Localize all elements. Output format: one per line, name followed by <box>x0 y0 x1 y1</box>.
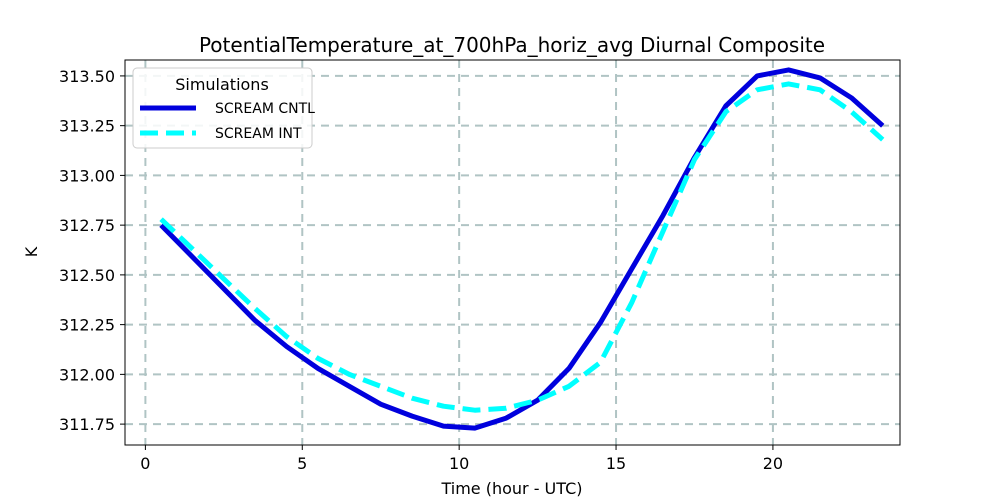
x-tick-label: 10 <box>449 454 469 473</box>
y-tick-label: 313.25 <box>59 117 115 136</box>
plot-frame <box>124 59 901 446</box>
legend: Simulations SCREAM CNTL SCREAM INT <box>132 67 315 149</box>
legend-box <box>132 67 313 149</box>
y-tick-label: 313.50 <box>59 67 115 86</box>
x-tick-label: 20 <box>763 454 783 473</box>
y-axis-label: K <box>22 246 41 257</box>
series-line-scream-int <box>159 81 885 413</box>
x-axis: 0 5 10 15 20 <box>140 445 783 473</box>
y-tick-label: 311.75 <box>59 415 115 434</box>
y-axis: 311.75 312.00 312.25 312.50 312.75 313.00 313.… <box>59 67 125 434</box>
legend-title: Simulations <box>175 75 269 94</box>
series-line-scream-cntl <box>159 67 885 431</box>
chart-title: PotentialTemperature_at_700hPa_horiz_avg… <box>199 33 825 57</box>
x-tick-label: 0 <box>140 454 150 473</box>
y-tick-label: 313.00 <box>59 166 115 185</box>
series-lines <box>159 67 885 431</box>
y-tick-label: 312.75 <box>59 216 115 235</box>
legend-entries: SCREAM CNTL SCREAM INT <box>140 101 315 142</box>
legend-label: SCREAM INT <box>215 126 302 142</box>
x-tick-label: 15 <box>606 454 626 473</box>
x-tick-label: 5 <box>297 454 307 473</box>
legend-label: SCREAM CNTL <box>215 101 315 117</box>
x-axis-label: Time (hour - UTC) <box>440 479 582 498</box>
y-tick-label: 312.50 <box>59 266 115 285</box>
y-tick-label: 312.00 <box>59 365 115 384</box>
y-tick-label: 312.25 <box>59 316 115 335</box>
